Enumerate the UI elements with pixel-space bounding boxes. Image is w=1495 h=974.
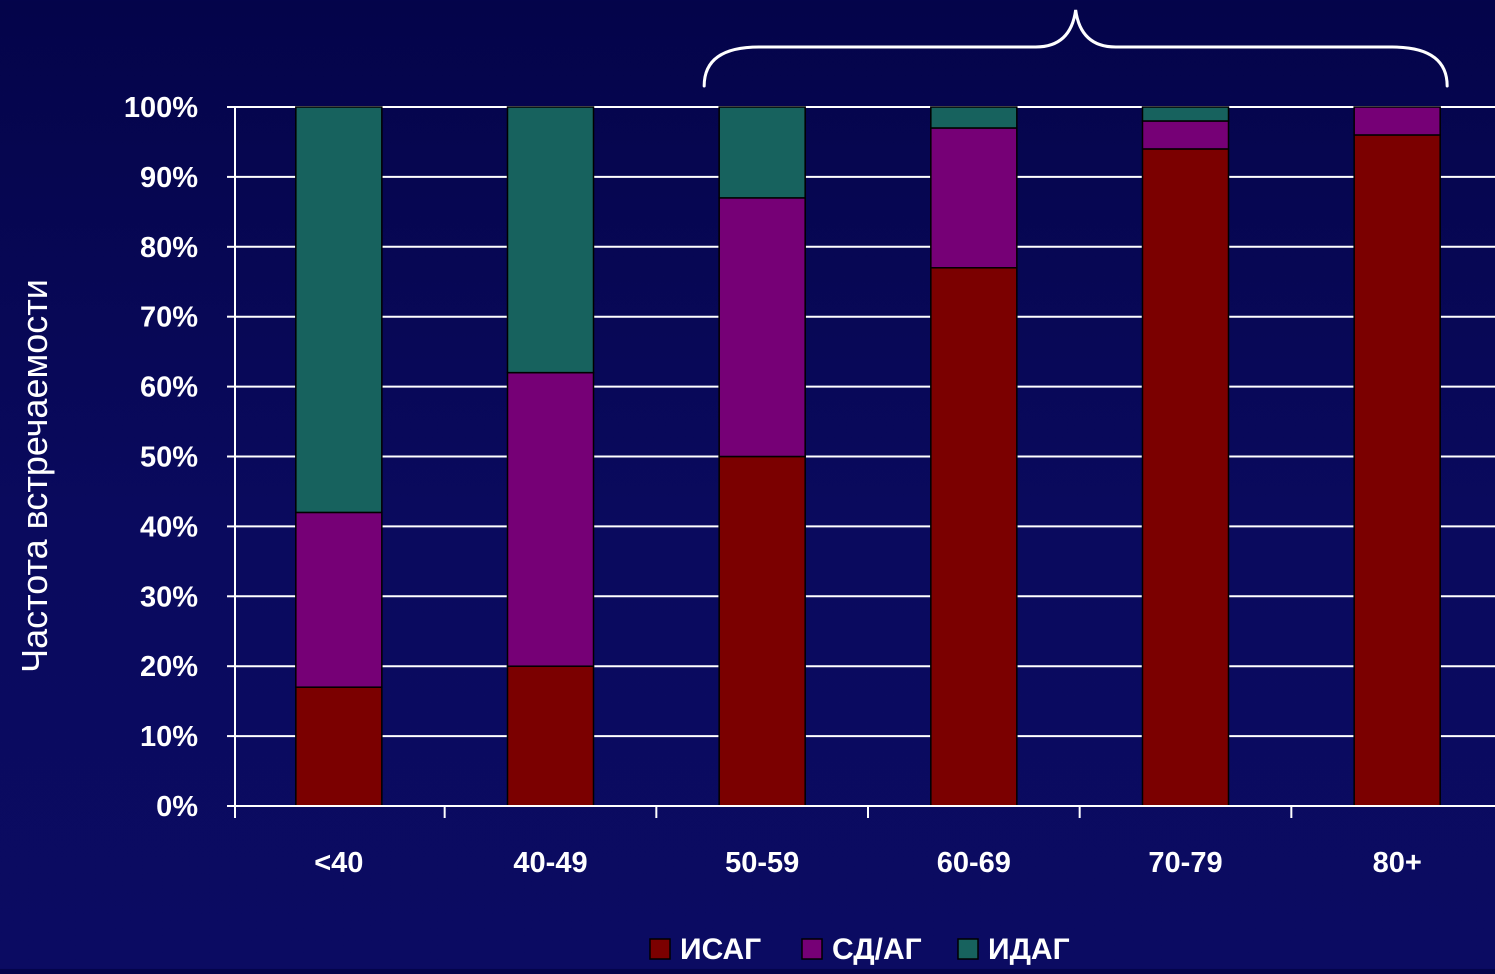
- bar-segment: [506, 106, 595, 374]
- y-tick-label: 100%: [124, 92, 198, 124]
- y-tick-labels: 0% 10% 20% 30% 40% 50% 60% 70% 80% 90% 100%: [124, 92, 198, 823]
- y-tick-label: 0%: [156, 791, 198, 823]
- bar-segment: [295, 686, 383, 807]
- bar-segment: [930, 127, 1018, 269]
- bar-segment: [1353, 106, 1441, 136]
- legend: ИСАГ СД/АГ ИДАГ: [649, 933, 1070, 966]
- legend-swatch: [649, 938, 671, 960]
- x-tick-label: 80+: [1373, 847, 1422, 879]
- x-tick-label: 70-79: [1148, 847, 1222, 879]
- gridlines: [235, 106, 1495, 738]
- x-tick-label: 60-69: [937, 847, 1011, 879]
- y-tick-label: 20%: [140, 651, 198, 683]
- curly-brace-annotation: [702, 9, 1449, 88]
- y-tick-label: 10%: [140, 721, 198, 753]
- y-tick-label: 70%: [140, 302, 198, 334]
- bar-segment: [718, 455, 806, 807]
- y-tick-label: 90%: [140, 162, 198, 194]
- bar-segment: [1141, 120, 1230, 150]
- legend-label: ИСАГ: [680, 933, 761, 966]
- bars: [295, 106, 1441, 807]
- bar-segment: [1141, 148, 1230, 807]
- legend-label: СД/АГ: [832, 933, 922, 966]
- bar-segment: [295, 106, 383, 514]
- bar-segment: [506, 371, 595, 667]
- x-tick-label: 50-59: [725, 847, 799, 879]
- bar-segment: [1353, 134, 1441, 807]
- legend-swatch: [957, 938, 979, 960]
- x-tick-label: 40-49: [513, 847, 587, 879]
- x-tick-label: <40: [314, 847, 363, 879]
- y-tick-label: 30%: [140, 581, 198, 613]
- bar-segment: [718, 197, 806, 458]
- bar-segment: [1141, 106, 1230, 122]
- axes: [227, 106, 1495, 818]
- y-tick-label: 80%: [140, 232, 198, 264]
- y-tick-label: 40%: [140, 511, 198, 543]
- bar-segment: [930, 267, 1018, 807]
- legend-label: ИДАГ: [988, 933, 1070, 966]
- y-tick-label: 60%: [140, 372, 198, 404]
- bar-segment: [930, 106, 1018, 129]
- x-tick-labels: <40 40-49 50-59 60-69 70-79 80+: [314, 847, 1422, 879]
- bar-segment: [295, 511, 383, 688]
- legend-swatch: [801, 938, 823, 960]
- bar-segment: [506, 665, 595, 807]
- y-axis-title: Частота встречаемости: [14, 279, 55, 673]
- y-tick-label: 50%: [140, 442, 198, 474]
- bar-segment: [718, 106, 806, 199]
